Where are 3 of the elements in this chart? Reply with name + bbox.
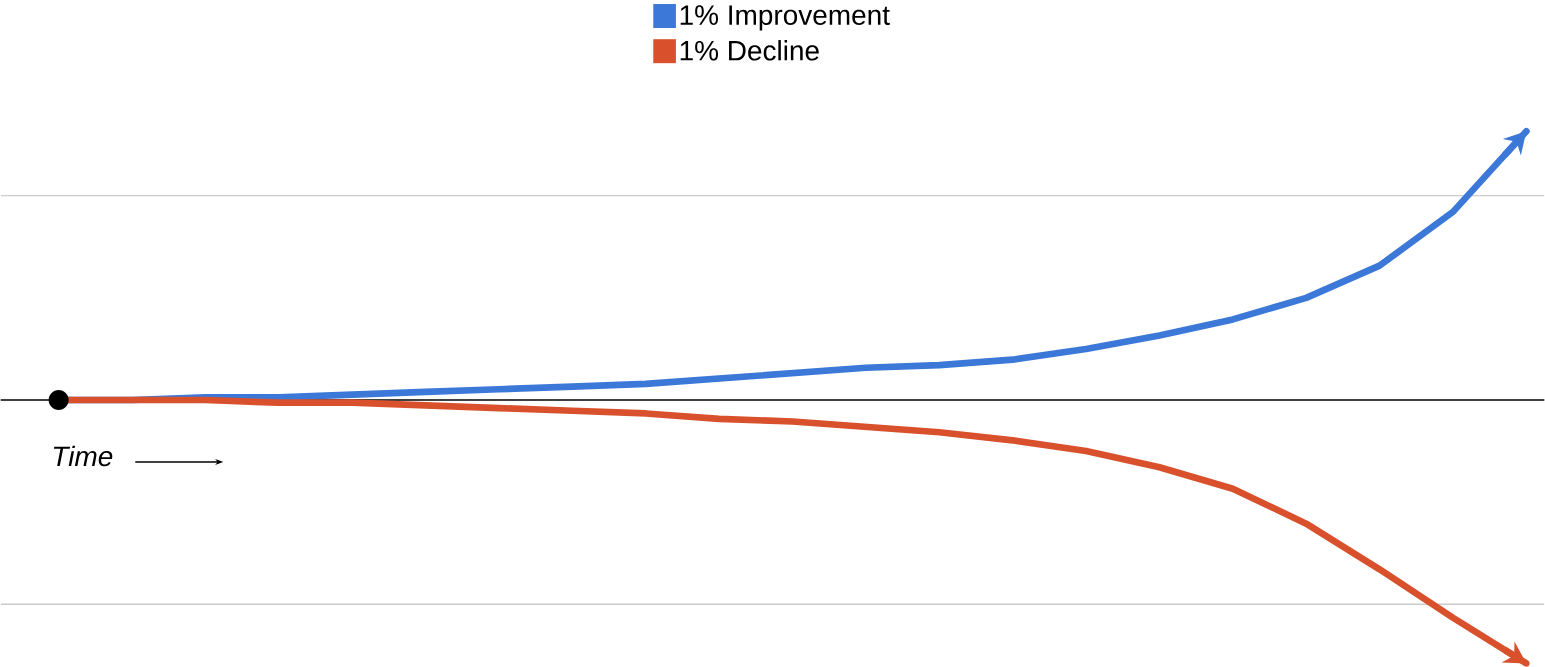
legend-label: 1% Improvement	[680, 5, 890, 31]
x-axis-title: Time	[53, 445, 113, 467]
legend-label: 1% Decline	[680, 40, 819, 61]
